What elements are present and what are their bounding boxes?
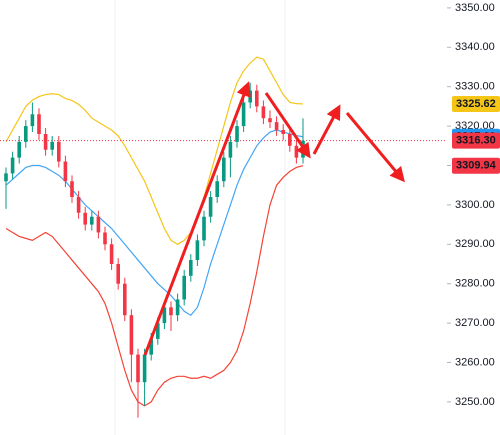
- candle-body: [37, 114, 41, 134]
- candle-body: [228, 141, 233, 158]
- candle-body: [83, 212, 87, 225]
- candle-body: [255, 90, 259, 107]
- candle-body: [76, 197, 81, 213]
- price-label: 3316.30: [456, 135, 496, 147]
- candle-body: [288, 133, 292, 146]
- candle-body: [294, 145, 299, 158]
- y-tick-label: 3350.00: [455, 2, 495, 14]
- candle-body: [90, 216, 94, 225]
- candle-body: [96, 216, 101, 233]
- candle-body: [281, 130, 285, 134]
- arrow: [312, 104, 341, 155]
- candle-body: [116, 263, 120, 284]
- price-label: 3325.62: [456, 98, 496, 110]
- band-upper: [5, 56, 304, 245]
- arrow: [143, 81, 251, 356]
- candle-body: [189, 260, 193, 276]
- candle-body: [30, 114, 35, 127]
- candle-body: [123, 283, 127, 316]
- candle-body: [222, 157, 226, 182]
- price-label: 3309.94: [456, 160, 497, 172]
- candle-body: [156, 323, 160, 339]
- candle-body: [57, 141, 61, 162]
- y-tick-label: 3280.00: [455, 278, 495, 290]
- candle-body: [241, 102, 246, 127]
- candle-body: [248, 90, 252, 103]
- band-middle: [5, 129, 304, 316]
- candle-body: [24, 126, 28, 142]
- candle-body: [136, 354, 140, 383]
- y-tick-label: 3250.00: [455, 396, 495, 408]
- price-label-box: [452, 132, 500, 149]
- candle-body: [70, 181, 74, 198]
- candle-body: [208, 197, 213, 217]
- candle-body: [50, 141, 54, 150]
- y-tick-label: 3290.00: [455, 238, 495, 250]
- y-tick-label: 3330.00: [455, 81, 495, 93]
- candle-body: [17, 141, 21, 158]
- price-label-box: [452, 157, 500, 174]
- candle-body: [129, 315, 134, 355]
- candle-body: [175, 299, 180, 316]
- candle-body: [274, 122, 279, 131]
- candle-body: [63, 161, 68, 182]
- arrow: [345, 112, 405, 183]
- candle-body: [235, 126, 239, 142]
- candle-body: [268, 118, 272, 123]
- candle-body: [142, 354, 147, 383]
- y-tick-label: 3340.00: [455, 41, 495, 53]
- candle-body: [43, 133, 48, 150]
- price-label-box: [452, 95, 500, 112]
- candle-body: [162, 307, 167, 324]
- band-lower: [5, 165, 304, 407]
- candle-body: [215, 181, 219, 198]
- candle-body: [149, 338, 153, 355]
- candle-body: [103, 232, 107, 245]
- candle-body: [182, 275, 186, 300]
- candle-body: [169, 307, 173, 316]
- y-tick-label: 3260.00: [455, 356, 495, 368]
- candle-body: [202, 216, 206, 241]
- candle-body: [10, 157, 15, 174]
- candle-body: [4, 173, 8, 182]
- candle-body: [261, 106, 266, 119]
- candle-body: [195, 240, 200, 261]
- y-tick-label: 3300.00: [455, 199, 495, 211]
- candle-body: [109, 244, 114, 264]
- y-tick-label: 3270.00: [455, 317, 495, 329]
- annotation-arrows: [143, 81, 405, 356]
- arrow: [264, 92, 311, 159]
